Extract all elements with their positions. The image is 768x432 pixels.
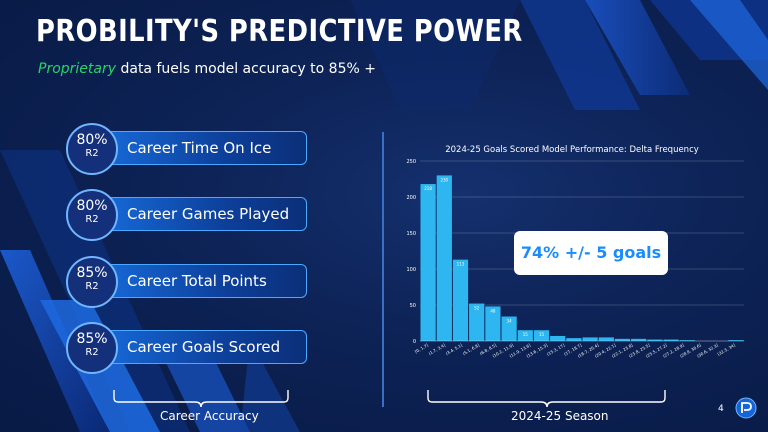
slide-title: PROBILITY'S PREDICTIVE POWER: [36, 14, 523, 49]
divider-line: [382, 132, 384, 407]
metric-r2: R2: [85, 281, 99, 292]
metric-r2: R2: [85, 214, 99, 225]
metric-goals-scored: Career Goals Scored 85% R2: [66, 322, 307, 374]
y-tick-label: 50: [410, 303, 416, 309]
y-tick-label: 200: [406, 195, 416, 201]
x-tick-label: (3.4, 5.1]: [445, 342, 464, 356]
bar: [598, 337, 614, 341]
metric-percent: 80%: [76, 198, 108, 214]
metric-percent: 80%: [76, 132, 108, 148]
y-tick-label: 150: [406, 231, 416, 237]
metric-label: Career Goals Scored: [127, 338, 281, 356]
bar: [517, 330, 533, 341]
bar: [679, 340, 695, 341]
bar: [614, 338, 631, 341]
metric-percent: 85%: [76, 331, 108, 347]
bar-value-label: 15: [539, 332, 545, 337]
accuracy-callout: 74% +/- 5 goals: [514, 231, 668, 275]
metric-r2: R2: [85, 347, 99, 358]
metric-label: Career Games Played: [127, 205, 290, 223]
bar: [533, 330, 550, 341]
metric-badge: 85% R2: [66, 322, 118, 374]
bar: [647, 339, 663, 341]
bar: [436, 175, 452, 341]
y-axis: 0 50 100 150 200 250: [406, 159, 416, 345]
delta-frequency-chart: 2024-25 Goals Scored Model Performance: …: [406, 145, 744, 359]
probility-logo-icon: [735, 397, 757, 419]
metric-percent: 85%: [76, 265, 108, 281]
bar: [631, 338, 647, 341]
metric-badge: 80% R2: [66, 123, 118, 175]
x-tick-label: (15.3, 17]: [546, 342, 566, 356]
bar: [420, 184, 436, 341]
y-tick-label: 100: [406, 267, 416, 273]
metric-pill: Career Goals Scored: [106, 330, 307, 364]
bar: [728, 340, 744, 341]
caption-season: 2024-25 Season: [511, 409, 609, 423]
y-tick-label: 0: [413, 339, 416, 345]
bar: [501, 316, 517, 341]
caption-career-accuracy: Career Accuracy: [160, 409, 259, 423]
bar: [582, 337, 598, 341]
metric-badge: 80% R2: [66, 189, 118, 241]
x-tick-label: (32.3, 34]: [716, 342, 736, 356]
metric-games-played: Career Games Played 80% R2: [66, 189, 307, 241]
bar: [550, 335, 566, 341]
bar: [566, 338, 582, 341]
metric-r2: R2: [85, 148, 99, 159]
page-number: 4: [718, 404, 724, 414]
x-tick-label: [0, 1.7]: [414, 342, 429, 354]
bar-value-label: 34: [507, 319, 513, 324]
slide-subtitle: Proprietary data fuels model accuracy to…: [38, 61, 376, 77]
bar-value-label: 113: [457, 262, 465, 267]
bar-value-label: 230: [440, 177, 448, 182]
metric-pill: Career Time On Ice: [106, 131, 307, 165]
x-axis: [0, 1.7](1.7, 3.4](3.4, 5.1](5.1, 6.8](6…: [414, 340, 744, 359]
bar-value-label: 52: [474, 306, 480, 311]
metric-time-on-ice: Career Time On Ice 80% R2: [66, 123, 307, 175]
bar: [469, 303, 485, 341]
bar: [663, 339, 679, 341]
subtitle-accent: Proprietary: [38, 61, 117, 77]
x-tick-label: (1.7, 3.4]: [428, 342, 447, 356]
bar-value-label: 15: [523, 332, 529, 337]
metric-pill: Career Games Played: [106, 197, 307, 231]
chart-title: 2024-25 Goals Scored Model Performance: …: [445, 145, 699, 155]
bar: [452, 259, 469, 341]
subtitle-text: data fuels model accuracy to 85% +: [116, 61, 376, 77]
x-tick-label: (5.1, 6.8]: [462, 342, 481, 356]
metric-label: Career Time On Ice: [127, 139, 272, 157]
bar-value-label: 218: [424, 186, 432, 191]
y-tick-label: 250: [406, 159, 416, 165]
bar: [485, 306, 501, 341]
metric-badge: 85% R2: [66, 256, 118, 308]
chart-bars: 218 230 113 52 48 34 15 15: [420, 175, 744, 341]
metric-label: Career Total Points: [127, 272, 267, 290]
metric-total-points: Career Total Points 85% R2: [66, 256, 307, 308]
bar-value-label: 48: [490, 308, 496, 313]
